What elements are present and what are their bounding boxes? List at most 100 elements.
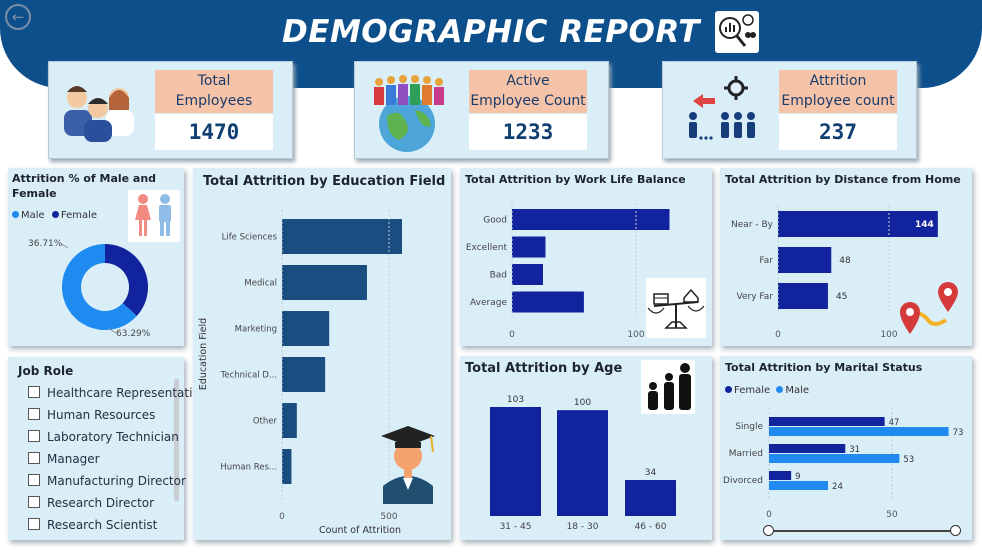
chart-title: Total Attrition by Education Field (203, 174, 446, 189)
bar (512, 209, 670, 230)
gender-attrition-panel: Attrition % of Male and Female Male Femal… (8, 168, 184, 346)
bar (625, 480, 676, 516)
bar (778, 283, 828, 309)
data-label: 103 (507, 395, 524, 405)
legend-swatch (12, 211, 19, 218)
work-life-bar-chart: Good Excellent Bad Average 0 100 (466, 203, 670, 340)
bar (512, 236, 546, 258)
job-role-option[interactable]: Human Resources (28, 408, 155, 424)
data-label: 31 (849, 445, 860, 455)
legend-label: Female (734, 385, 771, 396)
bar (769, 454, 900, 463)
analytics-magnifier-icon (715, 11, 759, 53)
data-label: 63.29% (116, 329, 151, 339)
tick-label: 50 (886, 510, 898, 520)
legend-swatch (776, 386, 784, 393)
kpi-card-attrition-count: Attrition Employee count 237 (662, 61, 917, 159)
kpi-value: 237 (779, 114, 897, 150)
category-label: Very Far (737, 292, 774, 302)
kpi-card-active-employees: Active Employee Count 1233 (354, 61, 609, 159)
checkbox[interactable] (28, 408, 40, 420)
globe-people-icon (374, 75, 444, 152)
category-label: Human Res... (220, 463, 277, 473)
legend-label: Male (785, 385, 810, 396)
route-location-icon (900, 282, 958, 334)
data-label: 9 (795, 472, 800, 482)
data-label: 73 (953, 428, 964, 438)
distance-bar-chart: Near - By 144 Far 48 Very Far 45 0 100 (731, 205, 938, 340)
category-label: Other (253, 417, 278, 427)
leader-line (59, 242, 69, 249)
tick-label: 0 (775, 330, 781, 340)
age-bar-chart: 103 31 - 45 100 18 - 30 34 46 - 60 (490, 395, 676, 532)
legend-swatch (725, 386, 732, 393)
category-label: Single (735, 422, 763, 432)
tick-label: 0 (766, 510, 772, 520)
slicer-scrollbar[interactable] (174, 379, 179, 501)
education-attrition-panel: Total Attrition by Education Field Life … (193, 168, 451, 540)
graduate-icon (381, 426, 435, 504)
data-label: 34 (645, 468, 657, 478)
category-label: Far (759, 256, 773, 266)
page-title: DEMOGRAPHIC REPORT (282, 14, 700, 50)
bar (778, 211, 938, 237)
bar (769, 444, 846, 453)
data-label: 100 (574, 398, 591, 408)
category-label: Good (483, 216, 507, 226)
chart-legend: Male Female (12, 210, 97, 221)
bar (769, 417, 885, 426)
category-label: Average (470, 298, 507, 308)
data-label: 24 (832, 482, 843, 492)
checkbox[interactable] (28, 518, 40, 530)
job-role-option[interactable]: Manufacturing Director (28, 474, 186, 490)
job-role-option[interactable]: Healthcare Representative (28, 386, 207, 402)
leader-line (107, 327, 117, 334)
chart-legend: Female Male (725, 385, 809, 396)
job-role-option[interactable]: Manager (28, 452, 100, 468)
data-label: 48 (839, 256, 851, 266)
bar (557, 410, 608, 516)
donut-slice (62, 244, 137, 330)
checkbox[interactable] (28, 496, 40, 508)
checkbox[interactable] (28, 474, 40, 486)
tick-label: 100 (627, 330, 644, 340)
category-label: Life Sciences (222, 233, 278, 243)
tick-label: 0 (509, 330, 515, 340)
gender-donut-chart: 36.71% 63.29% (28, 239, 151, 339)
employees-group-icon (64, 86, 134, 142)
category-label: Excellent (466, 243, 508, 253)
range-slider-handle-min[interactable] (763, 525, 774, 536)
bar (282, 219, 402, 254)
chart-title: Total Attrition by Work Life Balance (465, 173, 686, 186)
job-role-option[interactable]: Laboratory Technician (28, 430, 179, 446)
category-label: Technical D... (220, 371, 277, 381)
bar (282, 403, 297, 438)
job-role-option[interactable]: Research Director (28, 496, 154, 512)
legend-label: Female (60, 210, 98, 221)
job-role-option[interactable]: Research Scientist (28, 518, 157, 534)
data-label: 47 (889, 418, 900, 428)
category-label: Divorced (723, 476, 763, 486)
job-role-slicer: Job Role Healthcare Representative Human… (8, 357, 207, 540)
data-label: 53 (903, 455, 914, 465)
checkbox[interactable] (28, 430, 40, 442)
bar (282, 311, 330, 346)
age-attrition-panel: Total Attrition by Age 103 31 - 45 100 18 -… (460, 356, 712, 540)
category-label: 46 - 60 (635, 522, 667, 532)
bar (512, 264, 543, 285)
category-label: Marketing (235, 325, 277, 335)
legend-label: Male (21, 210, 45, 221)
checkbox[interactable] (28, 452, 40, 464)
bar (778, 247, 832, 273)
kpi-label: Attrition Employee count (779, 70, 897, 113)
range-slider-handle-max[interactable] (950, 525, 961, 536)
balance-scale-icon (646, 278, 706, 338)
range-slider-track[interactable] (768, 530, 956, 532)
checkbox[interactable] (28, 386, 40, 398)
category-label: 31 - 45 (500, 522, 532, 532)
category-label: Medical (244, 279, 277, 289)
bar (282, 265, 367, 300)
back-arrow-icon[interactable]: ← (5, 4, 31, 30)
kpi-card-total-employees: Total Employees 1470 (48, 61, 293, 159)
panel-title: Attrition % of Male and Female (12, 172, 157, 200)
